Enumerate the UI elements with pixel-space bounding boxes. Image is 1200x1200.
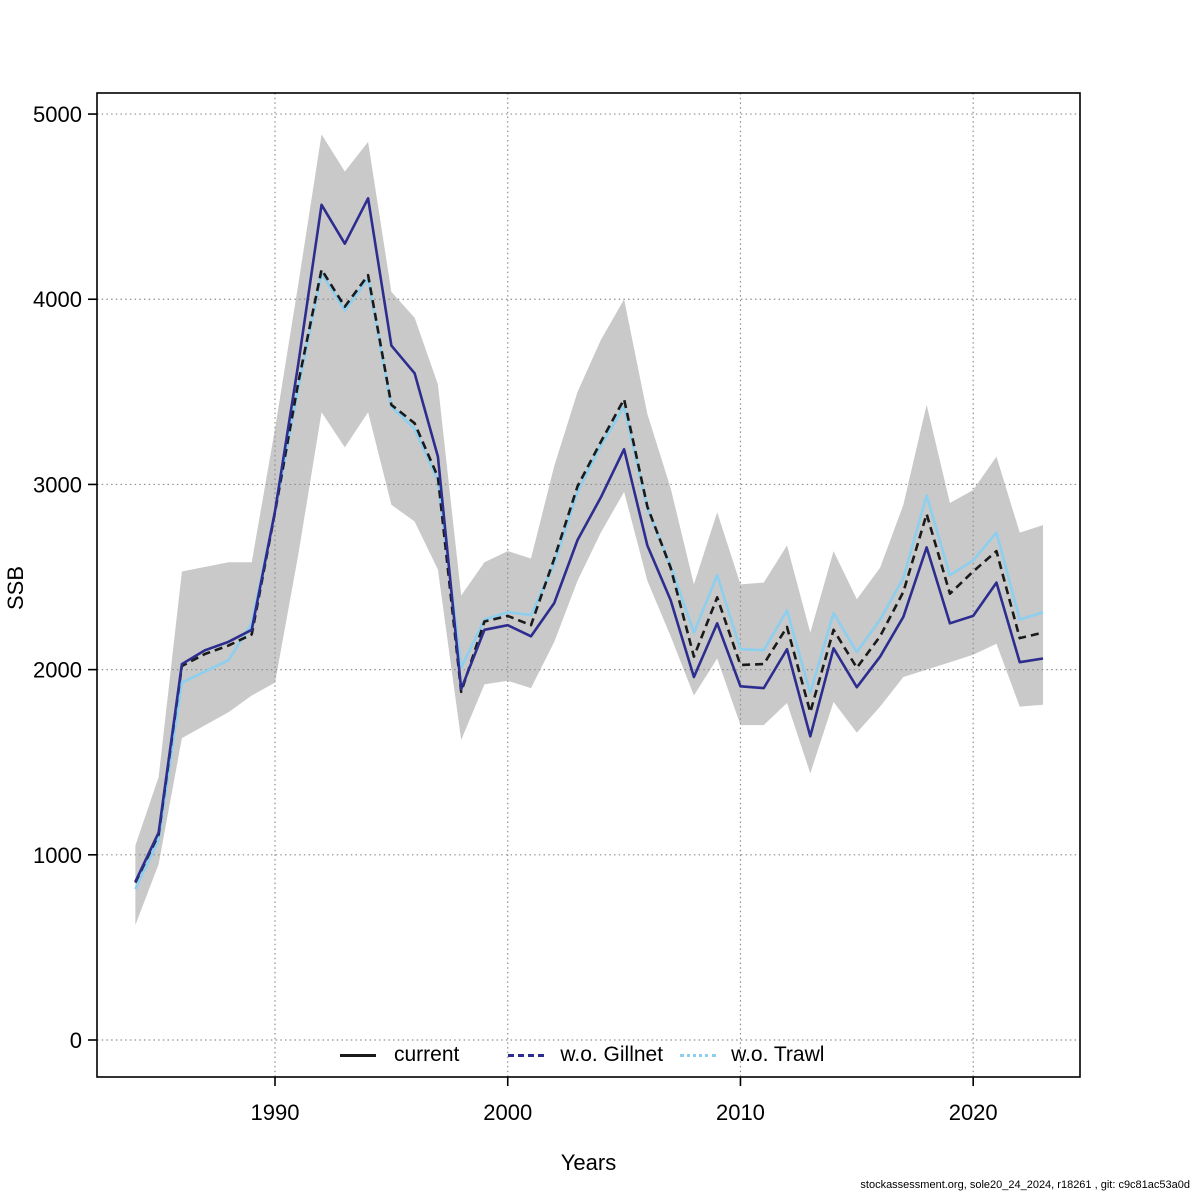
y-tick-label-0: 0 [70,1028,82,1053]
legend-label-wo-gillnet: w.o. Gillnet [560,1043,664,1066]
x-tick-label-1990: 1990 [251,1100,300,1125]
x-tick-label-2000: 2000 [483,1100,532,1125]
plot-border [96,92,1081,1078]
legend: current w.o. Gillnet w.o. Trawl [340,1042,824,1068]
legend-line-wo-gillnet [508,1053,545,1057]
confidence-band [135,134,1044,926]
series-line-w-o-gillnet [134,197,1044,883]
legend-label-current: current [394,1043,460,1066]
legend-line-current [340,1053,376,1057]
y-tick-label-3000: 3000 [33,472,82,497]
x-axis-title: Years [560,1150,617,1175]
y-axis-title: SSB [3,565,28,611]
series-line-current [134,268,1044,884]
y-tick-label-2000: 2000 [33,658,82,683]
footer-citation: stockassessment.org, sole20_24_2024, r18… [860,1179,1190,1191]
x-tick-label-2010: 2010 [716,1100,765,1125]
legend-line-wo-trawl [680,1053,717,1057]
y-tick-label-1000: 1000 [33,843,82,868]
legend-label-wo-trawl: w.o. Trawl [731,1043,825,1066]
y-tick-label-4000: 4000 [33,287,82,312]
x-tick-label-2020: 2020 [949,1100,998,1125]
y-tick-label-5000: 5000 [33,102,82,127]
